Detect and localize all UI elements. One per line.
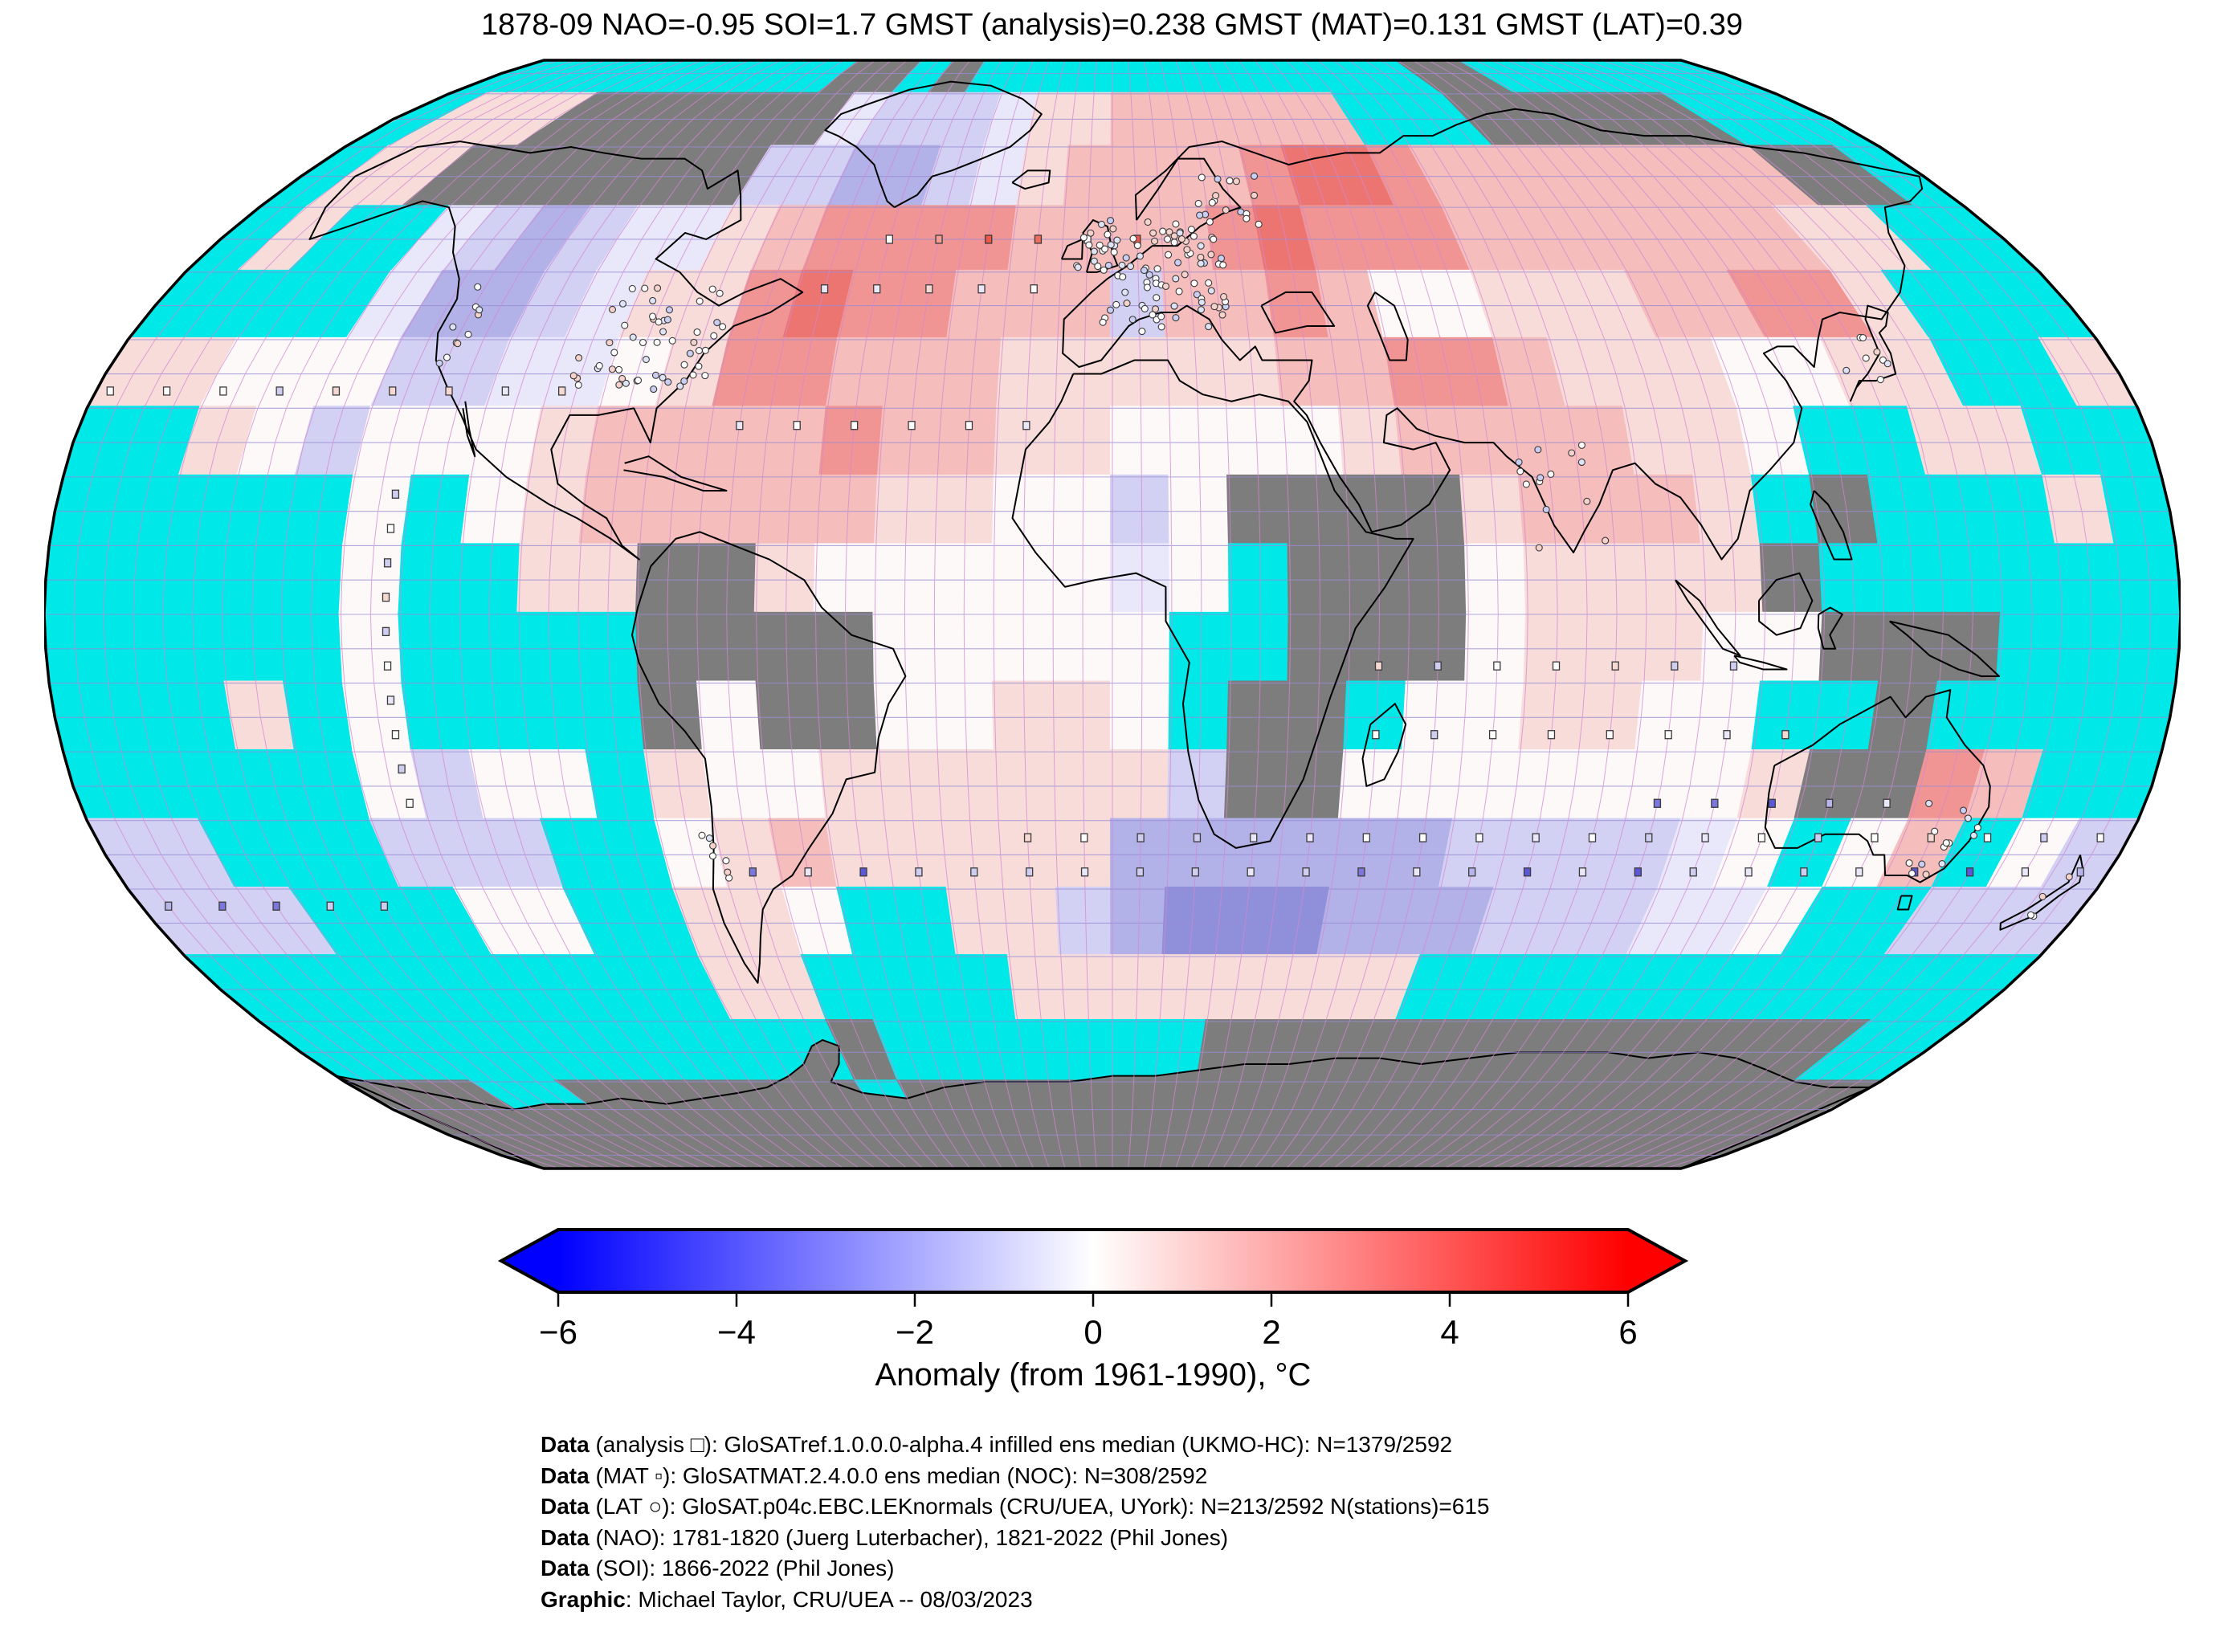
data-attribution: Data (analysis □): GloSATref.1.0.0.0-alp… [541, 1430, 1489, 1616]
colorbar-gradient [558, 1230, 1628, 1292]
observation-markers-layer [106, 172, 2104, 920]
colorbar-tick-label: −6 [539, 1313, 577, 1351]
figure-title: 1878-09 NAO=-0.95 SOI=1.7 GMST (analysis… [481, 8, 1743, 42]
attribution-line: Data (MAT ▫): GloSATMAT.2.4.0.0 ens medi… [541, 1462, 1208, 1488]
colorbar-tick-label: 4 [1440, 1313, 1459, 1351]
attribution-line: Data (LAT ○): GloSAT.p04c.EBC.LEKnormals… [541, 1494, 1490, 1519]
colorbar-tick-label: −2 [896, 1313, 934, 1351]
colorbar-right-arrow [1628, 1230, 1685, 1292]
attribution-line: Data (analysis □): GloSATref.1.0.0.0-alp… [541, 1432, 1453, 1457]
graticule-layer [44, 60, 2181, 1169]
colorbar-tick-label: −4 [717, 1313, 756, 1351]
attribution-line: Graphic: Michael Taylor, CRU/UEA -- 08/0… [541, 1586, 1033, 1612]
world-anomaly-map [44, 59, 2181, 1170]
colorbar-tick-label: 0 [1083, 1313, 1102, 1351]
colorbar-axis-label: Anomaly (from 1961-1990), °C [875, 1357, 1312, 1393]
colorbar-tick-label: 6 [1618, 1313, 1637, 1351]
map-inner [44, 60, 2181, 1169]
attribution-line: Data (NAO): 1781-1820 (Juerg Luterbacher… [541, 1524, 1229, 1550]
colorbar: −6 −4 −2 0 2 4 6 [497, 1228, 1689, 1351]
colorbar-tick-label: 2 [1262, 1313, 1280, 1351]
colorbar-left-arrow [501, 1230, 558, 1292]
attribution-line: Data (SOI): 1866-2022 (Phil Jones) [541, 1556, 895, 1581]
map-border [44, 59, 2181, 1170]
